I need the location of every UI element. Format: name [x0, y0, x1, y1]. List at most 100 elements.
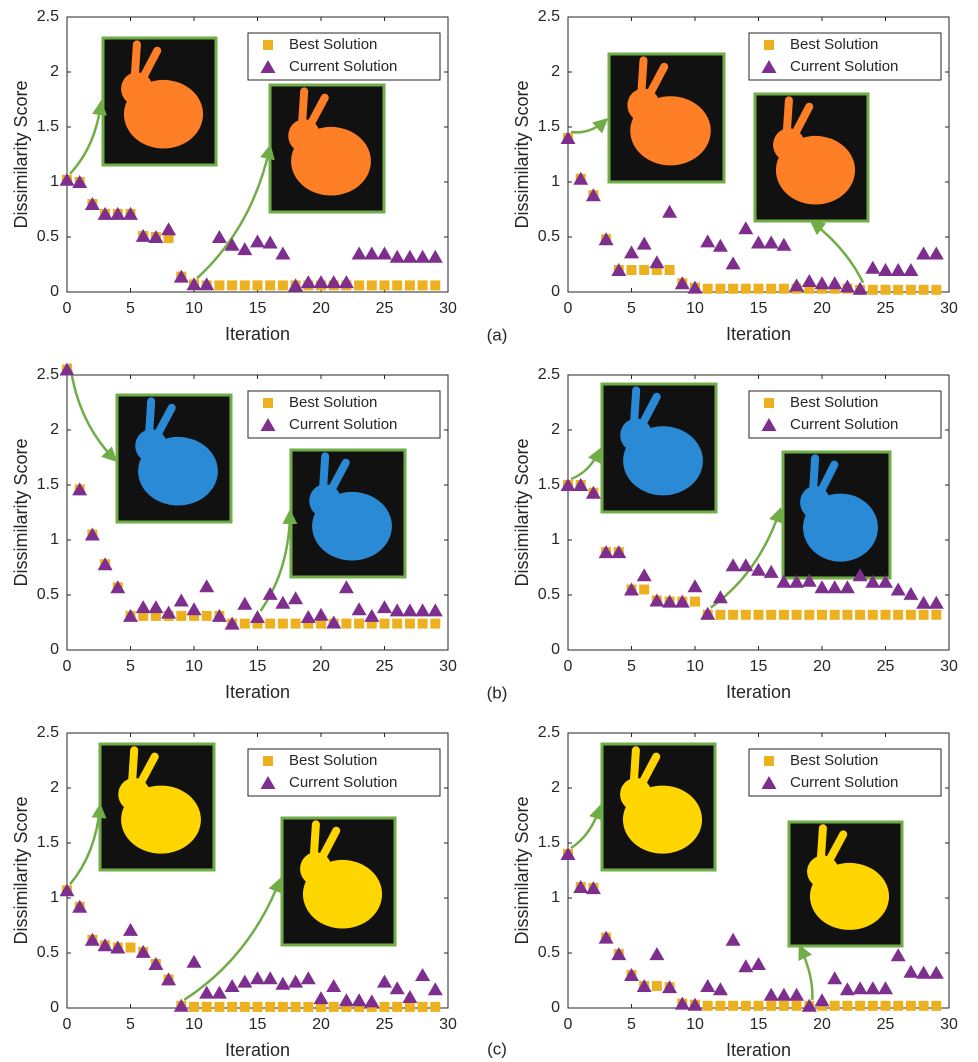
x-tick-label: 25	[376, 1016, 394, 1033]
point	[741, 610, 751, 620]
point	[728, 610, 738, 620]
x-axis-label: Iteration	[225, 324, 290, 344]
x-tick-label: 15	[750, 300, 768, 317]
point	[430, 619, 440, 629]
point	[430, 1002, 440, 1012]
point	[202, 1002, 212, 1012]
point	[665, 265, 675, 275]
y-tick-label: 1	[551, 173, 560, 190]
x-tick-label: 5	[126, 658, 135, 675]
point	[265, 619, 275, 629]
x-tick-label: 20	[312, 300, 330, 317]
point	[741, 284, 751, 294]
point	[405, 280, 415, 290]
legend-label: Best Solution	[289, 752, 377, 769]
point	[893, 285, 903, 295]
x-tick-label: 30	[940, 1016, 958, 1033]
x-tick-label: 5	[627, 1016, 636, 1033]
legend-label: Current Solution	[289, 58, 397, 75]
point	[189, 1002, 199, 1012]
point	[253, 280, 263, 290]
y-tick-label: 0.5	[37, 228, 59, 245]
legend-label: Best Solution	[289, 394, 377, 411]
point	[60, 363, 75, 376]
point	[278, 1002, 288, 1012]
x-tick-label: 15	[249, 658, 267, 675]
x-tick-label: 0	[564, 658, 573, 675]
point	[766, 610, 776, 620]
y-tick-label: 2.5	[37, 8, 59, 25]
legend-marker	[263, 40, 273, 50]
y-tick-label: 0.5	[37, 586, 59, 603]
y-tick-label: 0	[551, 283, 560, 300]
y-tick-label: 0.5	[538, 586, 560, 603]
y-axis-label: Dissimilarity Score	[11, 80, 31, 228]
point	[792, 610, 802, 620]
x-tick-label: 0	[63, 300, 72, 317]
x-tick-label: 25	[376, 300, 394, 317]
x-tick-label: 20	[312, 1016, 330, 1033]
point	[728, 1001, 738, 1011]
x-axis-label: Iteration	[225, 1040, 290, 1060]
point	[703, 1001, 713, 1011]
point	[779, 1001, 789, 1011]
x-tick-label: 20	[813, 658, 831, 675]
figure: (a) (b) (c) 05101520253000.511.522.5Iter…	[0, 0, 978, 1062]
x-tick-label: 5	[126, 300, 135, 317]
legend-marker	[764, 756, 774, 766]
legend-label: Best Solution	[289, 36, 377, 53]
x-tick-label: 25	[877, 300, 895, 317]
point	[380, 280, 390, 290]
point	[715, 1001, 725, 1011]
x-tick-label: 15	[249, 300, 267, 317]
point	[639, 265, 649, 275]
point	[341, 619, 351, 629]
x-tick-label: 5	[627, 658, 636, 675]
x-tick-label: 15	[750, 1016, 768, 1033]
x-axis-label: Iteration	[726, 682, 791, 702]
point	[214, 1002, 224, 1012]
legend-marker	[263, 756, 273, 766]
x-tick-label: 20	[813, 300, 831, 317]
point	[354, 280, 364, 290]
x-tick-label: 10	[185, 1016, 203, 1033]
point	[240, 1002, 250, 1012]
legend-label: Best Solution	[790, 752, 878, 769]
x-tick-label: 20	[813, 1016, 831, 1033]
x-tick-label: 25	[877, 658, 895, 675]
x-tick-label: 10	[185, 300, 203, 317]
point	[627, 265, 637, 275]
legend-label: Current Solution	[289, 774, 397, 791]
y-axis-label: Dissimilarity Score	[512, 80, 532, 228]
point	[754, 610, 764, 620]
point	[855, 1001, 865, 1011]
y-axis-label: Dissimilarity Score	[512, 796, 532, 944]
y-tick-label: 1.5	[538, 118, 560, 135]
point	[354, 619, 364, 629]
point	[380, 619, 390, 629]
y-tick-label: 1.5	[538, 476, 560, 493]
x-axis-label: Iteration	[726, 324, 791, 344]
point	[253, 1002, 263, 1012]
point	[830, 1001, 840, 1011]
x-tick-label: 30	[940, 658, 958, 675]
point	[906, 285, 916, 295]
x-tick-label: 10	[185, 658, 203, 675]
point	[430, 280, 440, 290]
panel-label: (a)	[487, 325, 508, 344]
x-tick-label: 30	[439, 1016, 457, 1033]
x-tick-label: 10	[686, 1016, 704, 1033]
y-tick-label: 2	[50, 421, 59, 438]
point	[227, 1002, 237, 1012]
point	[392, 1002, 402, 1012]
legend-marker	[764, 40, 774, 50]
point	[919, 1001, 929, 1011]
point	[868, 1001, 878, 1011]
point	[804, 610, 814, 620]
point	[766, 1001, 776, 1011]
point	[881, 610, 891, 620]
point	[906, 610, 916, 620]
x-axis-label: Iteration	[225, 682, 290, 702]
point	[754, 284, 764, 294]
point	[329, 1002, 339, 1012]
